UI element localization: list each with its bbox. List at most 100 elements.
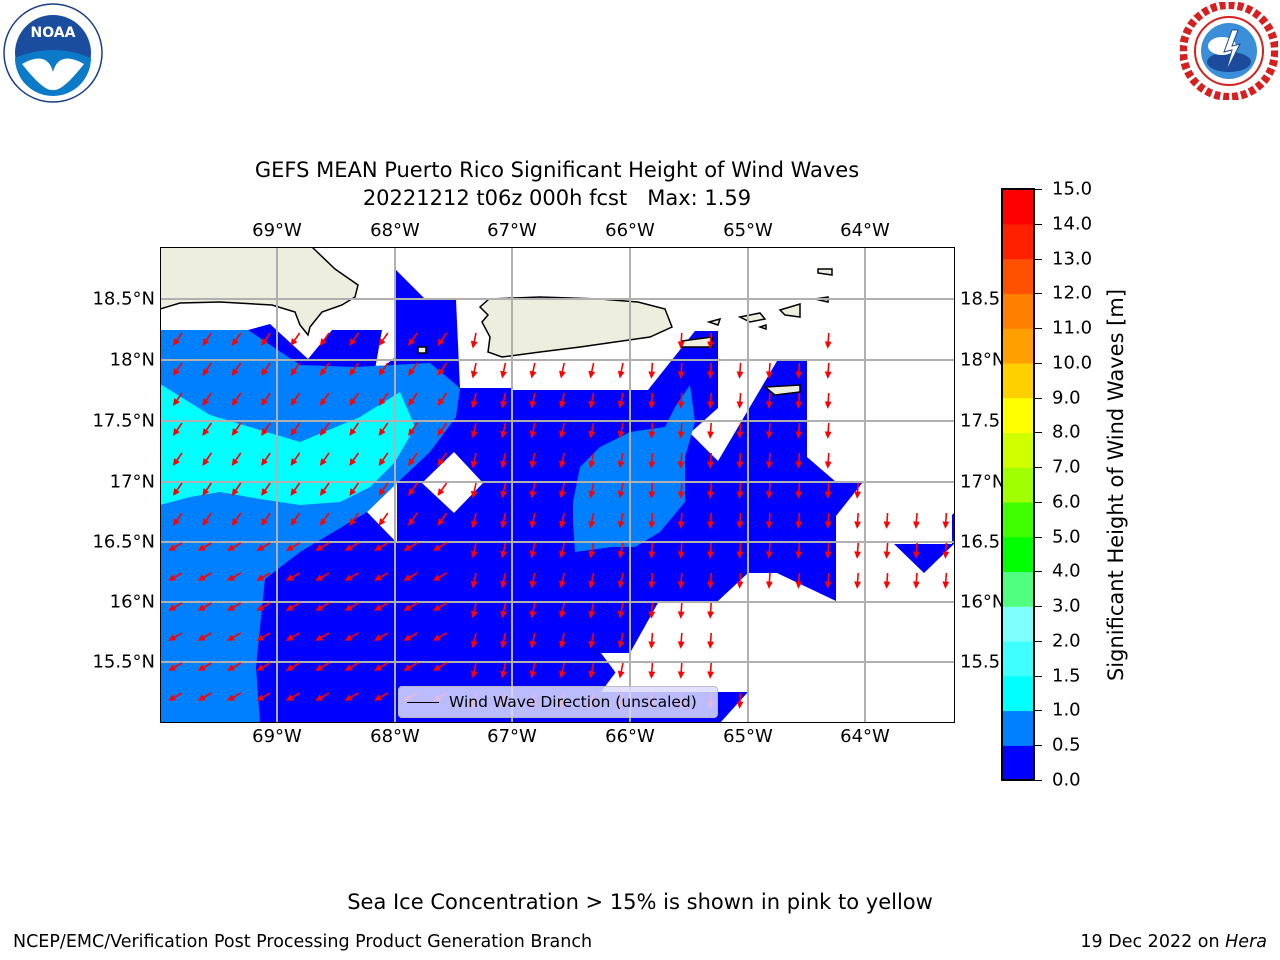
colorbar-tick-label: 9.0 [1052, 387, 1081, 409]
colorbar-tick-mark [1034, 467, 1042, 469]
wind-wave-arrow-head [344, 634, 353, 641]
wind-wave-arrow-head [529, 520, 537, 529]
wind-wave-arrow-head [172, 428, 180, 436]
chart-subtitle: 20221212 t06z 000h fcst Max: 1.59 [362, 186, 752, 210]
wind-wave-arrow-head [408, 488, 415, 496]
wind-wave-arrow-head [261, 428, 268, 436]
colorbar-tick-mark [1034, 432, 1042, 434]
wind-wave-arrow-head [617, 670, 625, 679]
wind-wave-arrow-head [765, 401, 773, 409]
wind-wave-arrow-head [942, 551, 950, 559]
wind-wave-arrow-head [256, 664, 265, 671]
wind-wave-arrow-head [736, 431, 744, 439]
wind-wave-arrow-head [677, 611, 685, 619]
wind-wave-arrow-head [559, 430, 566, 439]
wind-wave-arrow-head [854, 551, 862, 559]
chart-title: GEFS MEAN Puerto Rico Significant Height… [254, 158, 860, 182]
wind-wave-arrow-head [529, 400, 537, 409]
wind-wave-arrow-head [315, 634, 324, 641]
wind-wave-arrow-head [197, 634, 206, 641]
wind-wave-arrow-head [408, 368, 415, 376]
wind-wave-arrow-head [707, 491, 715, 499]
colorbar-label: Significant Height of Wind Waves [m] [1104, 288, 1128, 682]
wind-wave-arrow-head [172, 338, 180, 346]
colorbar-tick-label: 1.0 [1052, 699, 1081, 721]
wind-wave-arrow-head [319, 338, 327, 346]
wind-wave-arrow-head [285, 574, 294, 581]
wind-wave-arrow-head [315, 544, 324, 551]
wind-wave-arrow-head [403, 574, 412, 581]
wind-wave-arrow-head [529, 490, 537, 499]
map-legend: Wind Wave Direction (unscaled) [398, 686, 718, 718]
wind-wave-arrow-head [707, 401, 715, 409]
colorbar-tick-label: 13.0 [1052, 248, 1093, 270]
wind-wave-arrow-head [349, 368, 357, 376]
wind-wave-arrow-head [168, 694, 177, 701]
colorbar-tick-mark [1034, 640, 1042, 642]
colorbar-segment [1002, 467, 1034, 503]
colorbar-tick-mark [1034, 571, 1042, 573]
wind-wave-arrow-head [202, 428, 210, 436]
wind-wave-arrow-head [172, 368, 180, 376]
wind-wave-arrow-head [824, 581, 832, 589]
wind-wave-arrow-head [315, 604, 324, 611]
wind-wave-arrow-head [319, 458, 327, 466]
colorbar-tick-label: 5.0 [1052, 526, 1081, 548]
colorbar [1001, 188, 1035, 781]
wind-wave-arrow-head [285, 604, 294, 611]
wind-wave-arrow-head [349, 458, 357, 466]
wind-wave-arrow-head [559, 520, 566, 529]
wind-wave-arrow-head [172, 488, 180, 496]
wind-wave-arrow-head [529, 580, 537, 589]
wind-wave-arrow-head [470, 490, 478, 499]
wind-wave-arrow-head [227, 574, 236, 581]
lon-tick-label: 66°W [605, 220, 655, 241]
wind-wave-arrow-head [319, 518, 327, 526]
wind-wave-arrow-head [648, 401, 656, 409]
wind-wave-arrow-head [883, 521, 891, 529]
wind-wave-arrow-head [854, 521, 862, 529]
colorbar-segment [1002, 362, 1034, 399]
wind-wave-arrow-head [707, 371, 715, 379]
wind-wave-arrow-head [559, 550, 566, 559]
wind-wave-arrow-head [648, 521, 656, 529]
wind-wave-arrow-head [202, 368, 210, 376]
footer-credit: NCEP/EMC/Verification Post Processing Pr… [13, 932, 593, 952]
wind-wave-arrow-head [408, 428, 415, 436]
wind-wave-arrow-head [349, 338, 357, 346]
wind-wave-arrow-head [736, 371, 744, 379]
wind-wave-arrow-head [529, 370, 537, 379]
wind-wave-arrow-head [261, 338, 268, 346]
colorbar-segment [1002, 258, 1034, 294]
lon-tick-label: 69°W [252, 220, 302, 241]
wind-wave-arrow-head [231, 428, 239, 436]
wind-wave-arrow-head [378, 368, 386, 376]
wind-wave-arrow-head [227, 544, 236, 551]
wind-wave-arrow-head [227, 664, 236, 671]
wind-wave-arrow-head [261, 398, 268, 406]
wind-wave-arrow-head [617, 430, 625, 439]
wind-wave-arrow-head [707, 611, 715, 619]
wind-wave-arrow-head [500, 460, 508, 469]
wind-wave-arrow-head [470, 460, 478, 469]
wind-wave-arrow-head [470, 520, 478, 529]
colorbar-segment [1002, 606, 1034, 642]
wind-wave-arrow-head [319, 368, 327, 376]
wind-wave-arrow-head [374, 574, 383, 581]
wind-wave-arrow-head [500, 640, 508, 649]
wind-wave-arrow-head [344, 604, 353, 611]
wind-wave-arrow-head [795, 551, 803, 559]
wind-wave-arrow-head [854, 491, 862, 499]
wind-wave-arrow-head [231, 338, 239, 346]
wind-wave-arrow-head [824, 371, 832, 379]
lat-tick-label: 16.5°N [92, 531, 155, 553]
wind-wave-arrow-head [765, 491, 773, 499]
wind-wave-arrow-head [617, 640, 625, 649]
wind-wave-arrow-head [470, 610, 478, 619]
colorbar-segment [1002, 328, 1034, 364]
wind-wave-arrow-head [261, 368, 268, 376]
footer-host: Hera [1225, 932, 1267, 952]
wind-wave-arrow-head [559, 670, 566, 679]
wind-wave-arrow-head [374, 604, 383, 611]
lon-tick-label: 64°W [840, 726, 890, 747]
